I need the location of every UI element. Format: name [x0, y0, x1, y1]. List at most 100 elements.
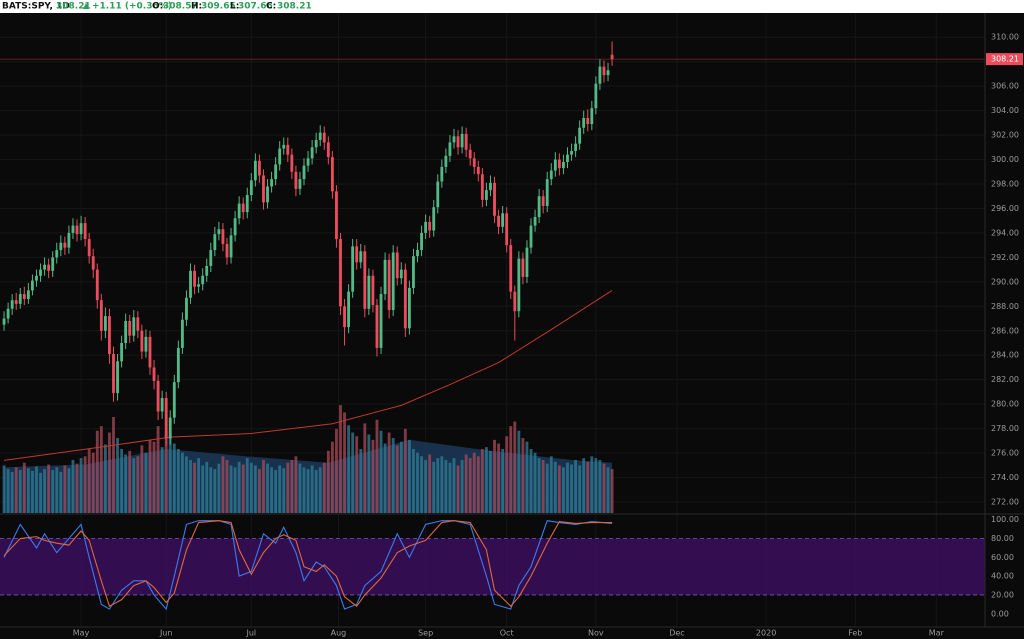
candle-body [452, 136, 456, 143]
stoch-tick-label: 40.00 [991, 572, 1014, 581]
y-tick-label: 310.00 [991, 33, 1019, 42]
candle-body [606, 70, 610, 76]
candle-body [31, 280, 34, 291]
candle-body [436, 181, 440, 208]
candle-body [148, 336, 152, 368]
volume-bar [610, 469, 614, 513]
candle-body [99, 300, 103, 331]
candle-body [152, 367, 156, 381]
candle-body [339, 239, 342, 307]
volume-bar [298, 463, 302, 513]
last-price-tag [986, 53, 1023, 66]
y-tick-label: 284.00 [991, 351, 1019, 360]
candle-body [545, 179, 549, 207]
y-tick-label: 278.00 [991, 424, 1019, 433]
candle-body [282, 144, 286, 149]
candle-body [387, 259, 391, 310]
volume-bar [375, 419, 379, 513]
volume-bar [513, 421, 517, 513]
candle-body [371, 275, 375, 306]
volume-bar [521, 438, 525, 513]
volume-bar [201, 465, 205, 513]
candle-body [456, 136, 460, 148]
candle-body [403, 269, 407, 329]
y-tick-label: 296.00 [991, 204, 1019, 213]
y-tick-label: 294.00 [991, 228, 1019, 237]
volume-bar [367, 434, 371, 513]
candle-body [197, 284, 201, 287]
candle-body [306, 158, 310, 166]
candle-body [124, 320, 128, 343]
candle-body [172, 382, 176, 418]
y-tick-label: 288.00 [991, 302, 1019, 311]
y-tick-label: 282.00 [991, 375, 1019, 384]
candle-body [460, 133, 464, 148]
y-tick-label: 274.00 [991, 473, 1019, 482]
candle-body [412, 256, 415, 288]
x-tick-label: May [73, 629, 90, 638]
candle-body [444, 155, 448, 167]
candle-body [245, 195, 249, 213]
up-arrow [83, 3, 89, 9]
volume-bar [185, 456, 188, 513]
volume-bar [306, 469, 310, 513]
candle-body [136, 317, 140, 331]
volume-bar [355, 436, 359, 513]
volume-bar [509, 426, 513, 513]
stoch-tick-label: 0.00 [991, 609, 1009, 618]
volume-bar [10, 471, 14, 513]
symbol: BATS:SPY, 1D [2, 2, 70, 12]
close-label: C: [266, 2, 276, 12]
volume-bar [205, 461, 209, 513]
candle-body [440, 166, 444, 182]
candle-body [176, 347, 180, 383]
volume-bar [505, 436, 509, 513]
volume-bar [489, 450, 492, 513]
volume-bar [545, 463, 549, 513]
candle-body [112, 354, 115, 394]
candle-body [489, 182, 492, 191]
volume-bar [43, 469, 47, 513]
volume-bar [570, 464, 573, 513]
candle-body [278, 148, 282, 165]
volume-bar [476, 456, 480, 513]
x-tick-label: Jul [245, 629, 256, 638]
candle-body [67, 232, 71, 248]
volume-bar [472, 452, 476, 513]
volume-bar [26, 468, 30, 513]
candle-body [55, 250, 59, 258]
candle-body [128, 320, 132, 336]
candle-body [10, 300, 14, 309]
volume-bar [108, 432, 111, 513]
volume-bar [387, 432, 391, 513]
high-label: H: [191, 2, 202, 12]
volume-bar [444, 459, 448, 513]
candle-body [367, 275, 371, 309]
candle-body [355, 246, 359, 263]
volume-bar [160, 447, 164, 513]
candle-body [185, 297, 188, 320]
candle-body [209, 250, 213, 266]
candle-body [22, 294, 26, 299]
volume-bar [2, 465, 6, 513]
volume-bar [124, 454, 128, 513]
stoch-tick-label: 20.00 [991, 590, 1014, 599]
volume-bar [197, 458, 201, 513]
x-tick-label: Dec [669, 629, 684, 638]
candle-body [225, 243, 229, 258]
candle-body [314, 139, 318, 148]
volume-bar [136, 456, 140, 513]
volume-bar [412, 449, 415, 513]
volume-bar [103, 444, 107, 513]
volume-bar [566, 462, 569, 513]
x-tick-label: Aug [331, 629, 347, 638]
volume-bar [537, 458, 541, 513]
candle-body [416, 250, 419, 257]
candle-body [480, 174, 484, 200]
volume-bar [460, 459, 464, 513]
stoch-tick-label: 100.00 [991, 515, 1019, 524]
candle-body [359, 251, 363, 263]
y-tick-label: 286.00 [991, 326, 1019, 335]
candle-body [602, 66, 606, 76]
